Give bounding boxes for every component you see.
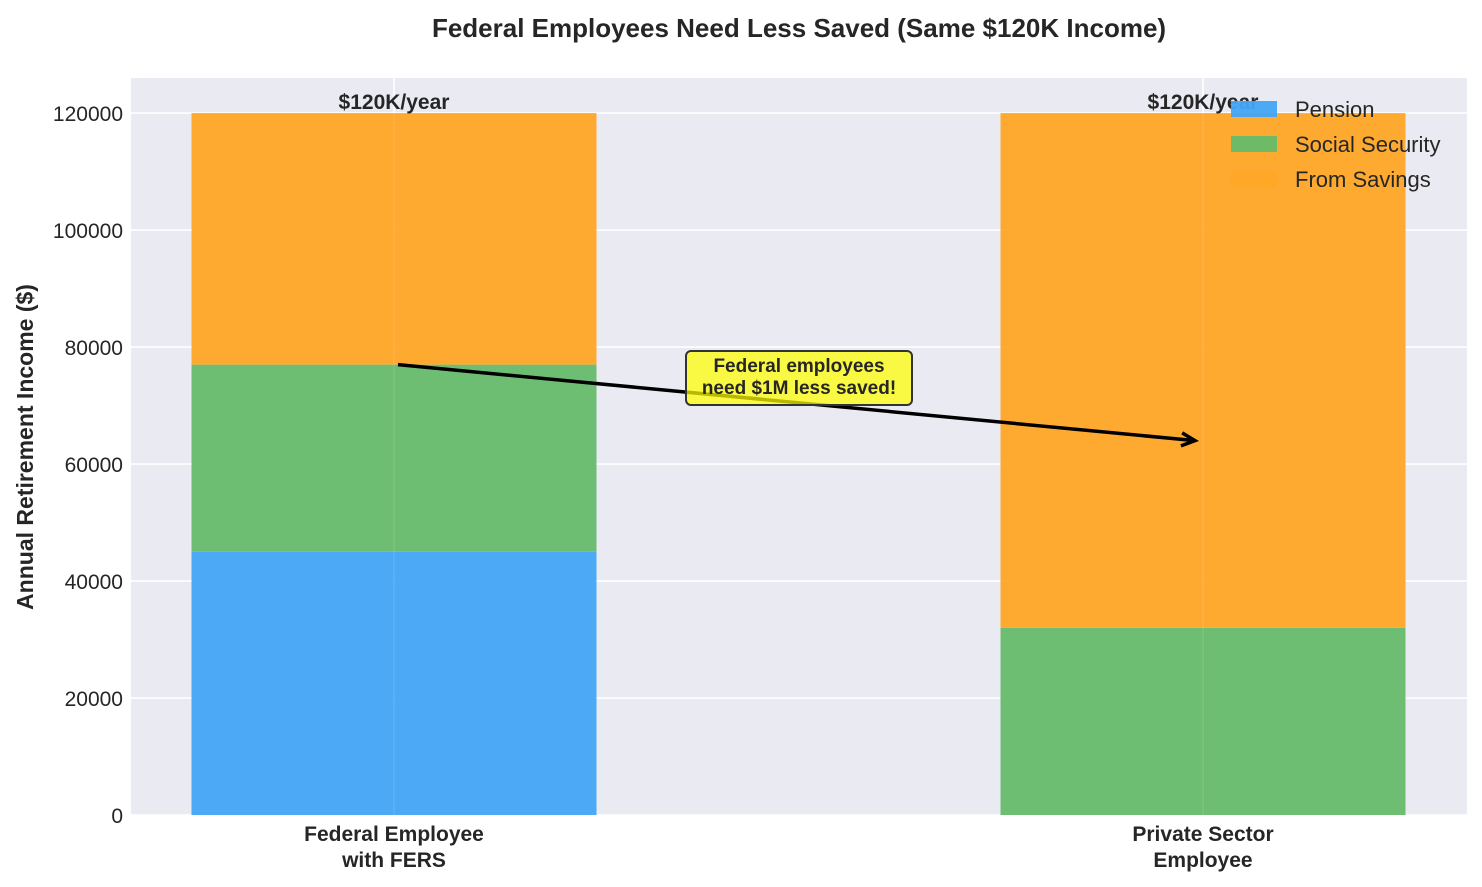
annotation: Federal employees need $1M less saved! (397, 350, 1200, 448)
legend-swatch (1231, 101, 1277, 117)
x-axis-ticks: Federal Employee with FERS Private Sector E… (304, 823, 1274, 872)
bar-pension (191, 551, 597, 815)
y-tick-label: 100000 (53, 220, 123, 243)
bar-social-security (1000, 627, 1406, 815)
x-tick-label: Federal Employee with FERS (304, 823, 484, 872)
legend-label: From Savings (1295, 167, 1431, 192)
x-tick-label: Private Sector Employee (1132, 823, 1273, 872)
annotation-text: Federal employees need $1M less saved! (702, 356, 896, 399)
bar-total-label: $120K/year (339, 91, 450, 114)
y-tick-label: 20000 (65, 688, 123, 711)
y-tick-label: 40000 (65, 571, 123, 594)
y-axis-ticks: 0 20000 40000 60000 80000 100000 120000 (53, 103, 123, 828)
legend-swatch (1231, 136, 1277, 152)
annotation-arrow-head (1180, 431, 1200, 448)
bar-from-savings (191, 113, 597, 365)
legend: Pension Social Security From Savings (1231, 97, 1441, 192)
y-tick-label: 0 (111, 805, 123, 828)
y-tick-label: 120000 (53, 103, 123, 126)
legend-label: Pension (1295, 97, 1375, 122)
y-tick-label: 60000 (65, 454, 123, 477)
y-tick-label: 80000 (65, 337, 123, 360)
bar-from-savings (1000, 113, 1406, 628)
bars (191, 78, 1406, 815)
legend-swatch (1231, 171, 1277, 187)
chart-title: Federal Employees Need Less Saved (Same … (432, 13, 1166, 43)
total-labels: $120K/year $120K/year (339, 91, 1259, 114)
legend-label: Social Security (1295, 132, 1441, 157)
annotation-box (685, 350, 913, 406)
bar-social-security (191, 364, 597, 552)
bar-total-label: $120K/year (1148, 91, 1259, 114)
y-axis-label: Annual Retirement Income ($) (12, 284, 38, 610)
